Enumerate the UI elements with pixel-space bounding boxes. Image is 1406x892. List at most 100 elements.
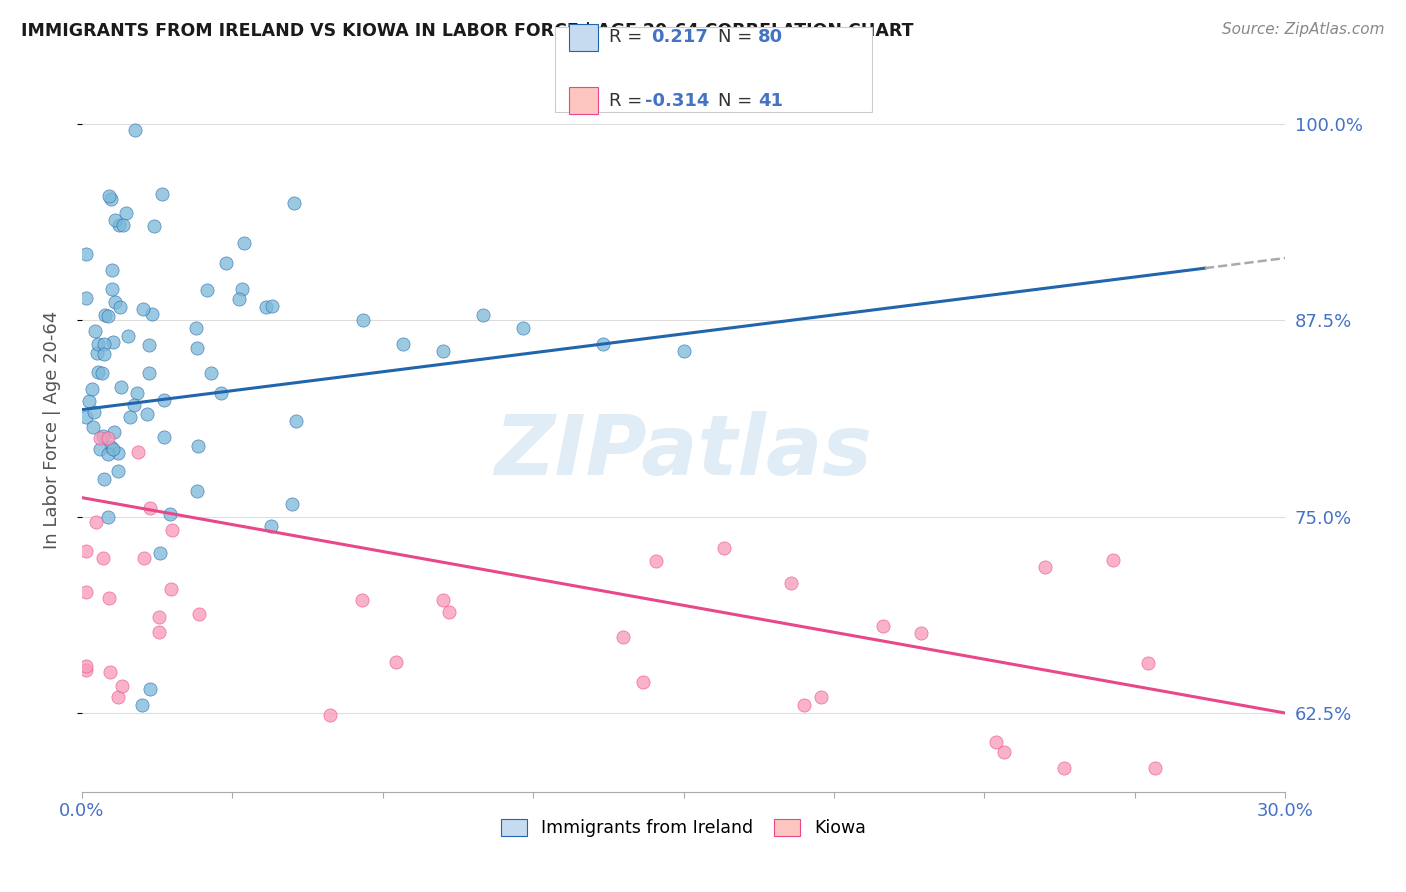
Point	[77, 393, 100, 408]
Point	[1033, 559, 1056, 574]
Text: Source: ZipAtlas.com: Source: ZipAtlas.com	[1222, 22, 1385, 37]
Point	[284, 415, 307, 429]
Point	[93, 472, 115, 486]
Point	[633, 674, 655, 689]
Point	[100, 192, 122, 206]
Point	[93, 347, 115, 361]
Point	[352, 593, 374, 607]
Point	[283, 195, 305, 210]
Point	[100, 440, 122, 454]
Point	[160, 524, 183, 538]
Point	[89, 431, 111, 445]
Point	[122, 398, 145, 412]
Point	[131, 698, 153, 713]
Point	[117, 328, 139, 343]
Point	[592, 336, 614, 351]
Point	[104, 212, 127, 227]
Point	[186, 483, 208, 498]
Text: R =: R =	[609, 29, 643, 46]
Point	[110, 380, 132, 394]
Point	[91, 429, 114, 443]
Point	[97, 309, 120, 323]
Point	[188, 607, 211, 621]
Point	[132, 301, 155, 316]
Point	[209, 386, 232, 401]
Point	[472, 308, 495, 322]
Point	[141, 307, 163, 321]
Text: R =: R =	[609, 92, 643, 110]
Point	[83, 404, 105, 418]
Point	[810, 690, 832, 704]
Point	[1136, 656, 1159, 670]
Point	[108, 219, 131, 233]
Point	[97, 591, 120, 605]
Point	[432, 344, 454, 359]
Point	[793, 698, 815, 713]
Point	[98, 665, 121, 679]
Point	[75, 247, 97, 261]
Point	[184, 321, 207, 335]
Point	[124, 123, 146, 137]
Point	[111, 218, 134, 232]
Point	[107, 464, 129, 478]
Point	[148, 610, 170, 624]
Point	[352, 313, 374, 327]
Point	[97, 447, 120, 461]
Point	[228, 292, 250, 306]
Point	[125, 386, 148, 401]
Point	[107, 690, 129, 705]
Point	[75, 659, 97, 673]
Point	[107, 446, 129, 460]
Point	[89, 442, 111, 456]
Point	[1102, 553, 1125, 567]
Text: -0.314: -0.314	[645, 92, 710, 110]
Point	[713, 541, 735, 555]
Point	[200, 367, 222, 381]
Point	[101, 282, 124, 296]
Point	[215, 256, 238, 270]
Point	[280, 497, 302, 511]
Point	[138, 337, 160, 351]
Point	[75, 291, 97, 305]
Legend: Immigrants from Ireland, Kiowa: Immigrants from Ireland, Kiowa	[495, 813, 873, 845]
Point	[149, 546, 172, 560]
Point	[136, 407, 159, 421]
Point	[993, 745, 1015, 759]
Point	[1144, 761, 1167, 775]
Text: ZIPatlas: ZIPatlas	[495, 411, 873, 492]
Point	[94, 309, 117, 323]
Point	[139, 500, 162, 515]
Point	[80, 382, 103, 396]
Text: 41: 41	[758, 92, 783, 110]
Text: 80: 80	[758, 29, 783, 46]
Point	[385, 655, 408, 669]
Point	[103, 334, 125, 349]
Text: 0.217: 0.217	[651, 29, 707, 46]
Point	[153, 430, 176, 444]
Point	[75, 544, 97, 558]
Point	[127, 445, 149, 459]
Point	[86, 346, 108, 360]
Point	[187, 439, 209, 453]
Point	[262, 299, 284, 313]
Point	[159, 507, 181, 521]
Point	[612, 630, 634, 644]
Point	[779, 576, 801, 591]
Point	[82, 420, 104, 434]
Point	[437, 605, 460, 619]
Point	[260, 518, 283, 533]
Point	[231, 282, 253, 296]
Point	[644, 554, 666, 568]
Point	[139, 682, 162, 697]
Point	[111, 679, 134, 693]
Point	[254, 300, 277, 314]
Point	[75, 585, 97, 599]
Point	[984, 735, 1007, 749]
Point	[120, 409, 142, 424]
Point	[75, 663, 97, 677]
Point	[233, 236, 256, 251]
Point	[910, 626, 932, 640]
Point	[75, 409, 97, 424]
Point	[153, 392, 176, 407]
Text: N =: N =	[718, 29, 752, 46]
